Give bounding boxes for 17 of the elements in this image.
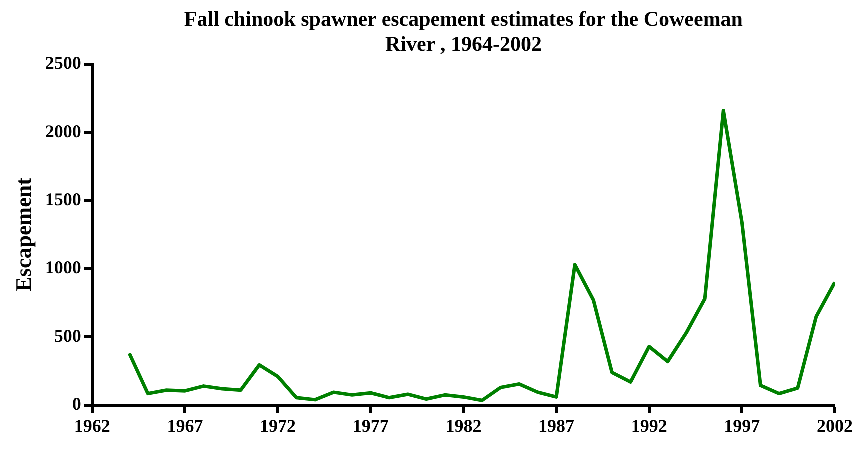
y-tick-label: 2500 — [45, 53, 82, 74]
y-tick-label: 0 — [72, 394, 82, 414]
x-tick-label: 2002 — [817, 416, 853, 436]
x-tick-label: 1992 — [631, 416, 668, 436]
y-axis-title: Escapement — [10, 177, 36, 292]
y-tick-label: 2000 — [45, 121, 82, 142]
x-tick-label: 1977 — [352, 416, 389, 436]
y-tick-label: 1500 — [45, 189, 82, 210]
x-tick-label: 1997 — [724, 416, 760, 436]
y-tick-label: 1000 — [45, 258, 82, 278]
x-tick-label: 1972 — [260, 416, 296, 436]
y-tick-label: 500 — [54, 326, 82, 346]
x-tick-label: 1967 — [167, 416, 204, 436]
x-tick-label: 1962 — [74, 416, 110, 436]
x-tick-label: 1987 — [538, 416, 575, 436]
x-tick-label: 1982 — [446, 416, 482, 436]
chart-title: Fall chinook spawner escapement estimates for the Coweeman River , 1964-2002 — [184, 7, 744, 56]
